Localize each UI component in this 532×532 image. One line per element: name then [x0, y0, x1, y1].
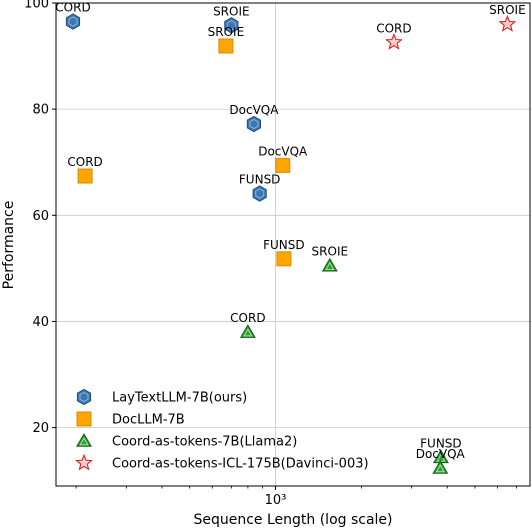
- hexagon-marker-body: [246, 115, 261, 133]
- data-point-hexagon: [246, 115, 261, 133]
- point-label-layer: CORD SROIEDocVQAFUNSDSROIECORDDocVQAFUNSD…: [55, 1, 525, 461]
- data-point-triangle: [321, 257, 338, 272]
- legend-entry-label: DocLLM-7B: [112, 413, 185, 428]
- triangle-marker-body: [321, 257, 338, 272]
- hexagon-marker-body: [65, 13, 81, 30]
- data-point-label: DocVQA: [229, 103, 279, 117]
- legend-entry-label: Coord-as-tokens-ICL-175B(Davinci-003): [112, 457, 369, 472]
- hexagon-marker-inner: [226, 20, 236, 31]
- y-tick-label: 20: [32, 421, 49, 436]
- legend-entry-label: LayTextLLM-7B(ours): [112, 391, 247, 406]
- triangle-marker-inner: [325, 262, 335, 270]
- triangle-marker-body: [239, 324, 256, 338]
- hexagon-marker-inner: [79, 391, 89, 403]
- hexagon-marker-inner: [255, 188, 265, 199]
- data-point-label: SROIE: [213, 4, 250, 18]
- data-point-label: FUNSD: [263, 238, 305, 252]
- data-point-label: CORD: [230, 311, 265, 325]
- data-point-label: CORD: [67, 155, 102, 169]
- triangle-marker-inner: [79, 437, 89, 446]
- plot-frame: [55, 2, 531, 487]
- data-point-square: [77, 168, 93, 184]
- data-point-square: [275, 157, 291, 173]
- triangle-marker-body: [76, 432, 92, 447]
- legend-marker-hexagon: [76, 388, 92, 406]
- y-tick-label: 80: [32, 103, 49, 118]
- y-axis-label: Performance: [1, 201, 17, 290]
- data-point-label: CORD: [376, 21, 411, 35]
- x-axis-label: Sequence Length (log scale): [193, 512, 392, 528]
- data-point-label: DocVQA: [416, 447, 466, 461]
- legend-entry-label: Coord-as-tokens-7B(Llama2): [112, 435, 297, 450]
- y-tick-label: 60: [32, 209, 49, 224]
- y-tick-label: 40: [32, 315, 49, 330]
- legend: LayTextLLM-7B(ours) DocLLM-7B Coord-as-tok…: [75, 388, 369, 472]
- legend-marker-square: [76, 411, 92, 427]
- data-point-triangle: [239, 324, 256, 338]
- data-point-label: SROIE: [489, 3, 526, 17]
- hexagon-marker-body: [76, 388, 92, 406]
- legend-marker-star: [75, 453, 93, 471]
- data-point-square: [218, 38, 234, 54]
- data-point-hexagon: [65, 13, 81, 30]
- legend-marker-triangle: [76, 432, 92, 447]
- triangle-marker-inner: [243, 328, 253, 337]
- data-point-hexagon: [224, 17, 239, 34]
- x-tick-label: 10³: [265, 493, 287, 508]
- data-point-label: FUNSD: [239, 173, 281, 187]
- data-point-label: DocVQA: [258, 144, 308, 158]
- data-point-square: [276, 251, 292, 267]
- hexagon-marker-inner: [68, 16, 78, 27]
- data-point-label: SROIE: [208, 25, 245, 39]
- hexagon-marker-body: [252, 185, 267, 202]
- data-point-triangle: [432, 459, 449, 474]
- data-point-label: CORD: [55, 1, 90, 15]
- data-point-hexagon: [252, 185, 267, 202]
- hexagon-marker-body: [224, 17, 239, 34]
- hexagon-marker-inner: [249, 118, 259, 130]
- data-point-label: FUNSD: [420, 436, 462, 450]
- y-tick-label: 100: [24, 0, 49, 12]
- triangle-marker-body: [432, 459, 449, 474]
- data-point-star: [385, 32, 403, 50]
- marker-layer: [65, 13, 517, 474]
- data-point-star: [498, 14, 517, 32]
- triangle-marker-inner: [435, 464, 445, 473]
- axis-layer: 20 40 60 80 100 10³: [24, 0, 517, 508]
- data-point-label: SROIE: [312, 245, 349, 259]
